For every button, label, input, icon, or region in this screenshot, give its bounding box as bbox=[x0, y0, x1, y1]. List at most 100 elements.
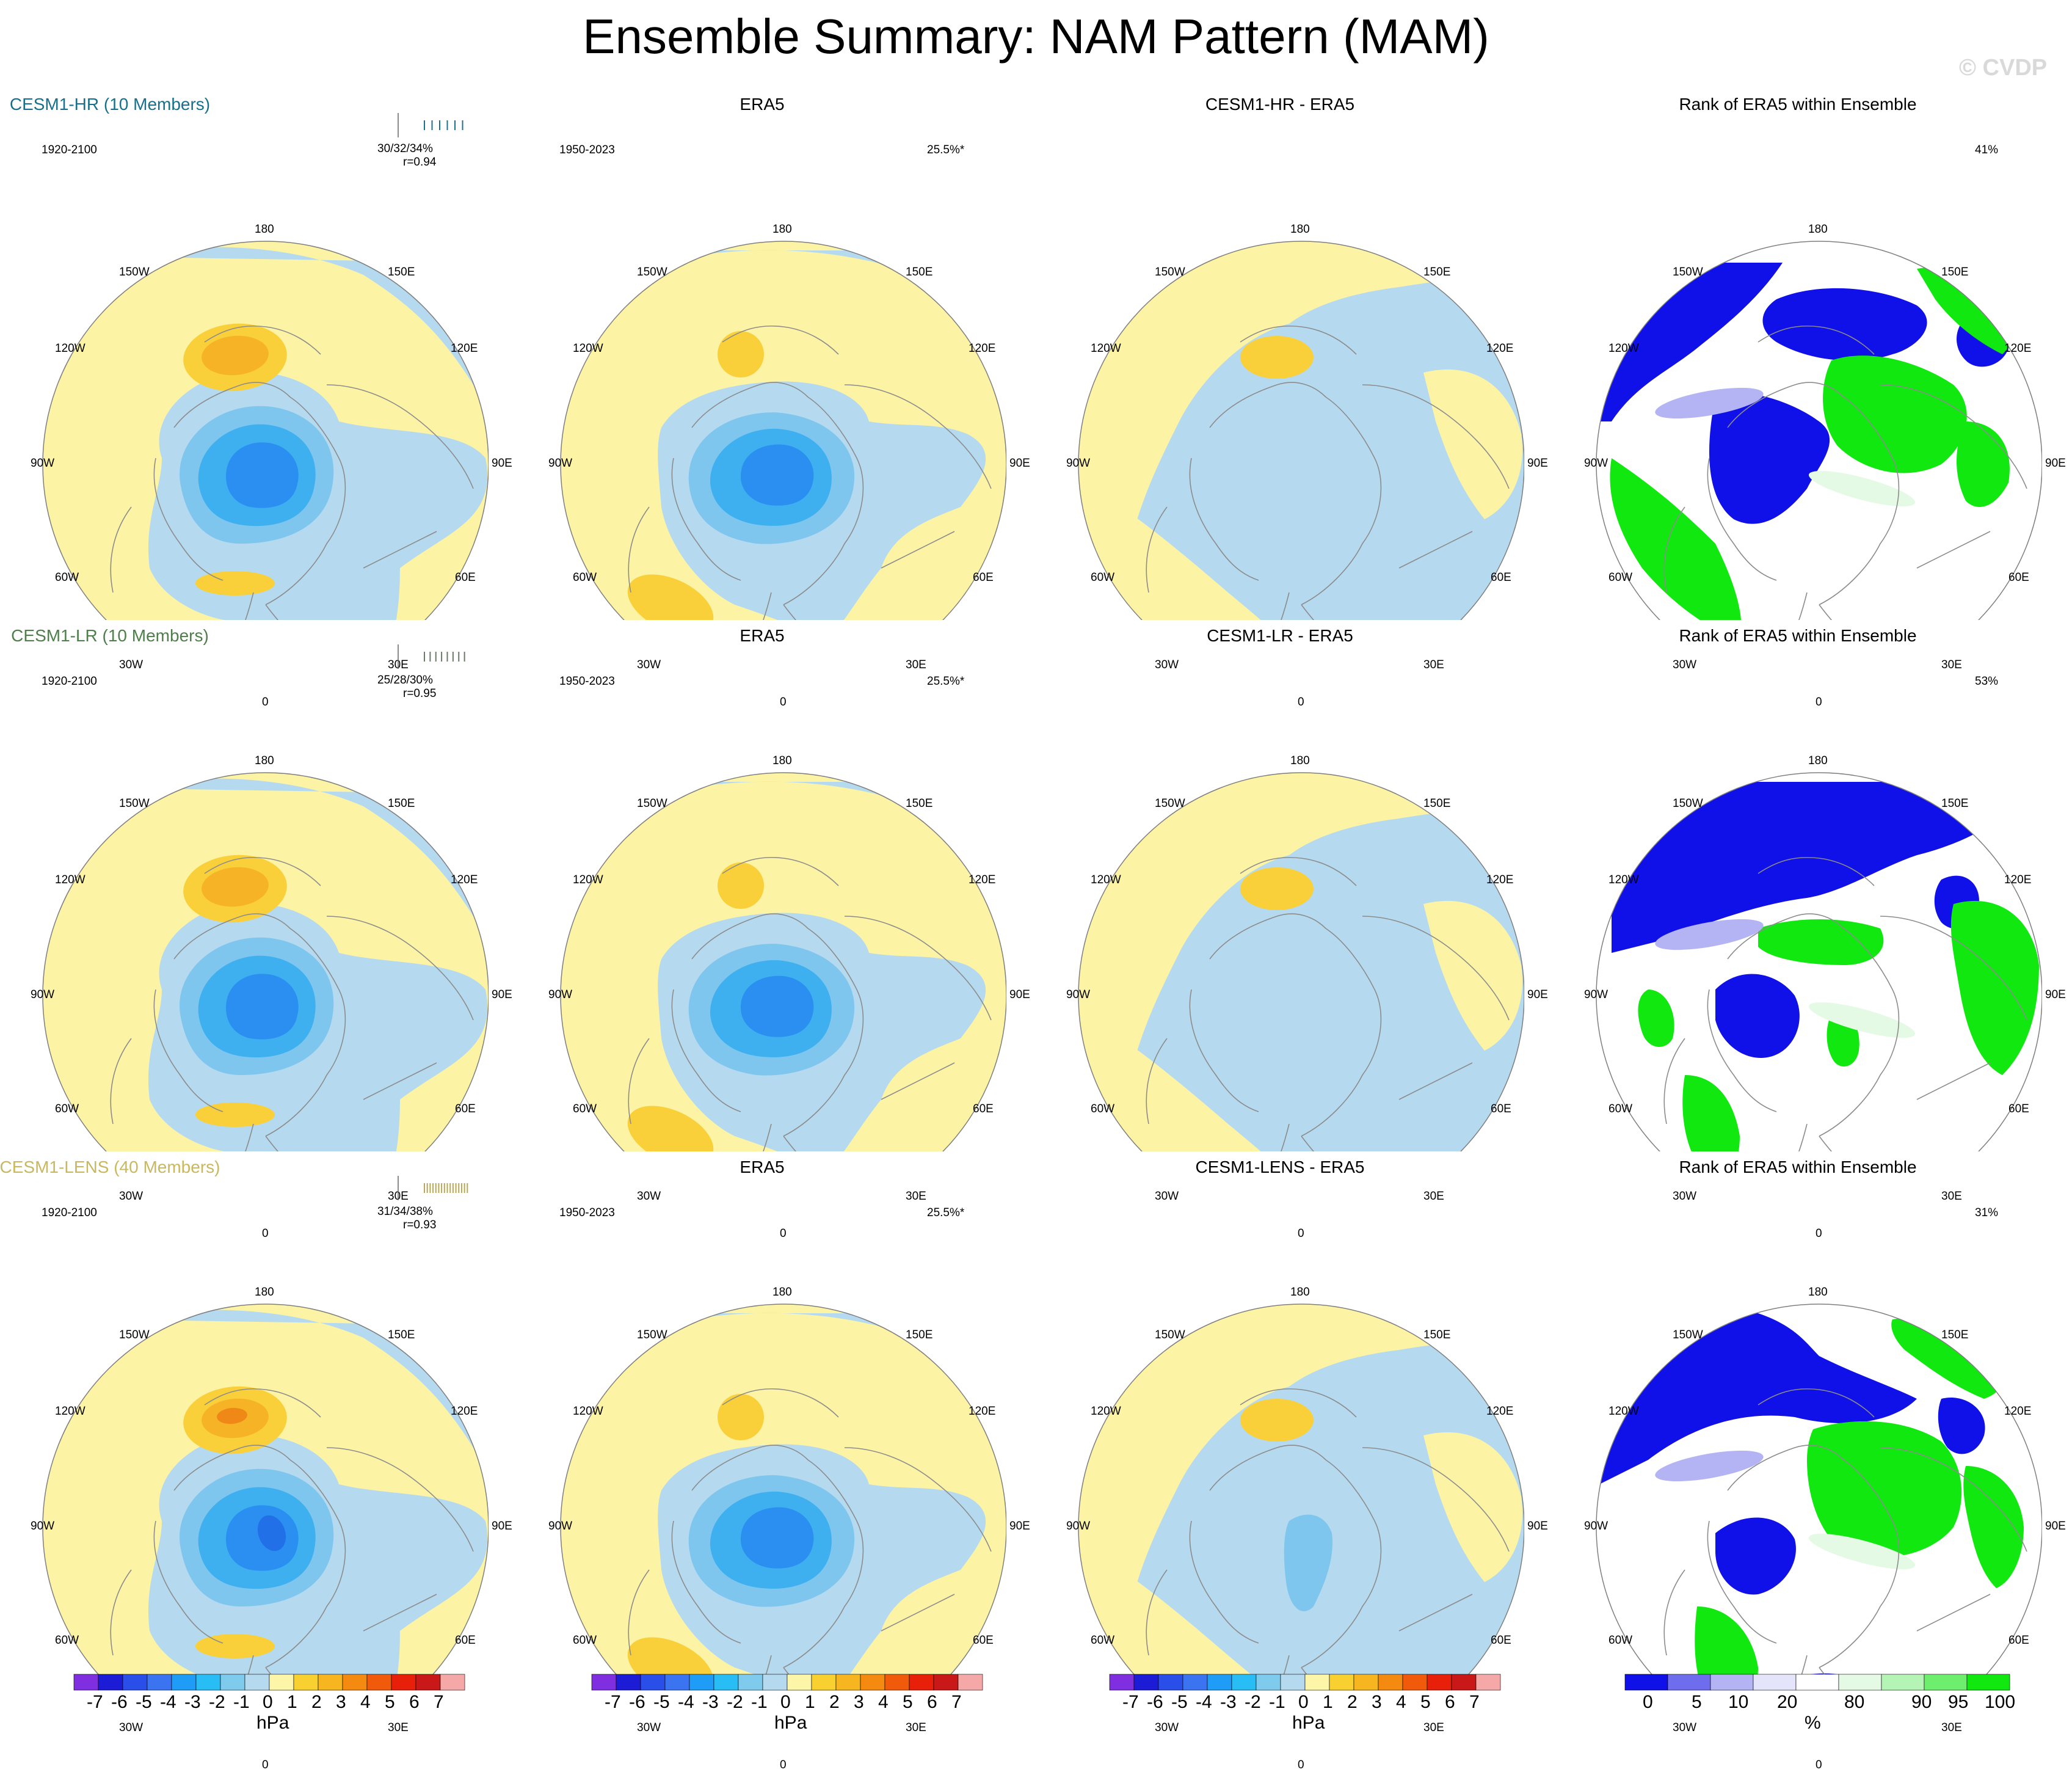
longitude-label: 120W bbox=[55, 342, 85, 355]
rank-percentage: 53% bbox=[1975, 675, 1999, 688]
longitude-label: 120E bbox=[969, 1405, 996, 1418]
map-panel-model: CESM1-LENS (40 Members) 180 0 150W 150E 120W 1… bbox=[0, 1158, 512, 1771]
longitude-label: 60E bbox=[2008, 1634, 2029, 1647]
colorbar-swatch bbox=[1378, 1674, 1403, 1691]
colorbar-swatch bbox=[1353, 1674, 1379, 1691]
coastline bbox=[1727, 913, 1900, 1137]
longitude-label: 0 bbox=[1298, 1227, 1304, 1240]
colorbar-label: -3 bbox=[184, 1692, 201, 1712]
colorbar-swatch bbox=[318, 1674, 343, 1691]
field-negative bbox=[741, 975, 814, 1037]
longitude-label: 30E bbox=[906, 658, 926, 671]
colorbar-label: 6 bbox=[927, 1692, 937, 1712]
map-panel-model: CESM1-LR (10 Members) 180 0 150W 150E 120W 120… bbox=[0, 626, 512, 1240]
longitude-label: 0 bbox=[1298, 696, 1304, 709]
longitude-label: 90E bbox=[492, 988, 512, 1001]
coastline bbox=[1209, 913, 1382, 1137]
field-positive bbox=[202, 335, 269, 376]
longitude-label: 90E bbox=[1009, 988, 1030, 1001]
colorbar-swatch bbox=[1795, 1674, 1839, 1691]
panel-title: ERA5 bbox=[740, 1158, 785, 1176]
polar-map bbox=[1596, 241, 2042, 620]
coastline bbox=[1880, 916, 2027, 1021]
colorbar-swatch bbox=[835, 1674, 861, 1691]
field-positive bbox=[1094, 1551, 1320, 1683]
colorbar-swatch bbox=[366, 1674, 392, 1691]
longitude-label: 180 bbox=[772, 1286, 792, 1299]
coastline bbox=[153, 1520, 224, 1644]
longitude-label: 0 bbox=[1816, 1759, 1822, 1771]
coastline bbox=[722, 325, 839, 355]
colorbar-label: -2 bbox=[727, 1692, 743, 1712]
coastline bbox=[671, 458, 741, 581]
panel-title: ERA5 bbox=[740, 95, 785, 114]
longitude-label: 150E bbox=[906, 266, 933, 279]
field-negative bbox=[741, 444, 814, 506]
longitude-label: 30W bbox=[119, 658, 144, 671]
colorbar-label: 7 bbox=[1469, 1692, 1480, 1712]
longitude-label: 30E bbox=[1423, 1721, 1444, 1734]
rank-fringe bbox=[1655, 919, 1764, 950]
colorbar-swatch bbox=[1624, 1674, 1668, 1691]
period-label: 1920-2100 bbox=[42, 144, 97, 156]
polar-map bbox=[560, 241, 1006, 620]
map-boundary bbox=[1596, 772, 2042, 1151]
coastline bbox=[844, 1447, 992, 1552]
coastline bbox=[1758, 325, 1875, 355]
coastline bbox=[110, 1569, 132, 1656]
colorbar-swatch bbox=[689, 1674, 714, 1691]
longitude-label: 60E bbox=[455, 1634, 476, 1647]
longitude-label: 60W bbox=[573, 571, 597, 584]
longitude-label: 90E bbox=[1009, 1520, 1030, 1533]
longitude-label: 150W bbox=[119, 266, 150, 279]
colorbar-label: -5 bbox=[653, 1692, 670, 1712]
longitude-label: 120W bbox=[573, 342, 603, 355]
coastline bbox=[1782, 592, 1881, 620]
coastline bbox=[228, 592, 327, 620]
longitude-label: 90W bbox=[548, 988, 573, 1001]
colorbar-swatch bbox=[1924, 1674, 1968, 1691]
rank-percentage: 41% bbox=[1975, 144, 1999, 156]
rank-fringe bbox=[1808, 1533, 1916, 1570]
longitude-label: 90E bbox=[2045, 1520, 2066, 1533]
rank-high bbox=[1695, 1606, 1758, 1683]
map-boundary bbox=[42, 772, 489, 1151]
colorbar-swatch bbox=[1182, 1674, 1208, 1691]
longitude-label: 30W bbox=[1673, 658, 1697, 671]
longitude-label: 150W bbox=[1673, 266, 1703, 279]
colorbar-rank: 0 5 10 20 80 90 95 100% bbox=[1624, 1674, 2015, 1733]
panel-title: Rank of ERA5 within Ensemble bbox=[1679, 626, 1917, 645]
longitude-label: 90E bbox=[2045, 988, 2066, 1001]
longitude-label: 90W bbox=[548, 457, 573, 470]
coastline bbox=[1240, 325, 1357, 355]
longitude-label: 60W bbox=[1609, 1634, 1633, 1647]
colorbar-anomaly: -7 -6 -5 -4 -3 -2 -1 0 1 2 3 4 5 6 7 hPa bbox=[73, 1674, 467, 1733]
colorbar-swatch bbox=[640, 1674, 666, 1691]
longitude-label: 150W bbox=[637, 1329, 667, 1341]
colorbar-swatch bbox=[391, 1674, 416, 1691]
colorbar-label: 4 bbox=[1396, 1692, 1406, 1712]
panel-title: CESM1-LENS - ERA5 bbox=[1195, 1158, 1365, 1176]
longitude-label: 60E bbox=[2008, 1103, 2029, 1115]
field-negative bbox=[107, 247, 485, 385]
coastline bbox=[1707, 989, 1777, 1112]
polar-map bbox=[1078, 772, 1524, 1151]
colorbar-swatch bbox=[1753, 1674, 1797, 1691]
coastline bbox=[691, 913, 864, 1137]
pattern-correlation: r=0.95 bbox=[403, 687, 437, 700]
coastline bbox=[1189, 1520, 1259, 1644]
longitude-label: 150W bbox=[1673, 1329, 1703, 1341]
colorbar-label: 5 bbox=[1420, 1692, 1431, 1712]
colorbar-label: 5 bbox=[1692, 1692, 1702, 1712]
coastline bbox=[722, 856, 839, 886]
longitude-label: 120W bbox=[1609, 873, 1639, 886]
coastline bbox=[363, 1062, 437, 1100]
longitude-label: 60E bbox=[1491, 571, 1511, 584]
rank-high bbox=[1682, 1075, 1740, 1151]
rank-low bbox=[1715, 974, 1800, 1058]
colorbar-swatch bbox=[713, 1674, 739, 1691]
longitude-label: 90W bbox=[1066, 988, 1091, 1001]
coastline bbox=[1264, 592, 1363, 620]
variance-explained: 25.5%* bbox=[927, 675, 965, 688]
coastline bbox=[363, 1594, 437, 1632]
